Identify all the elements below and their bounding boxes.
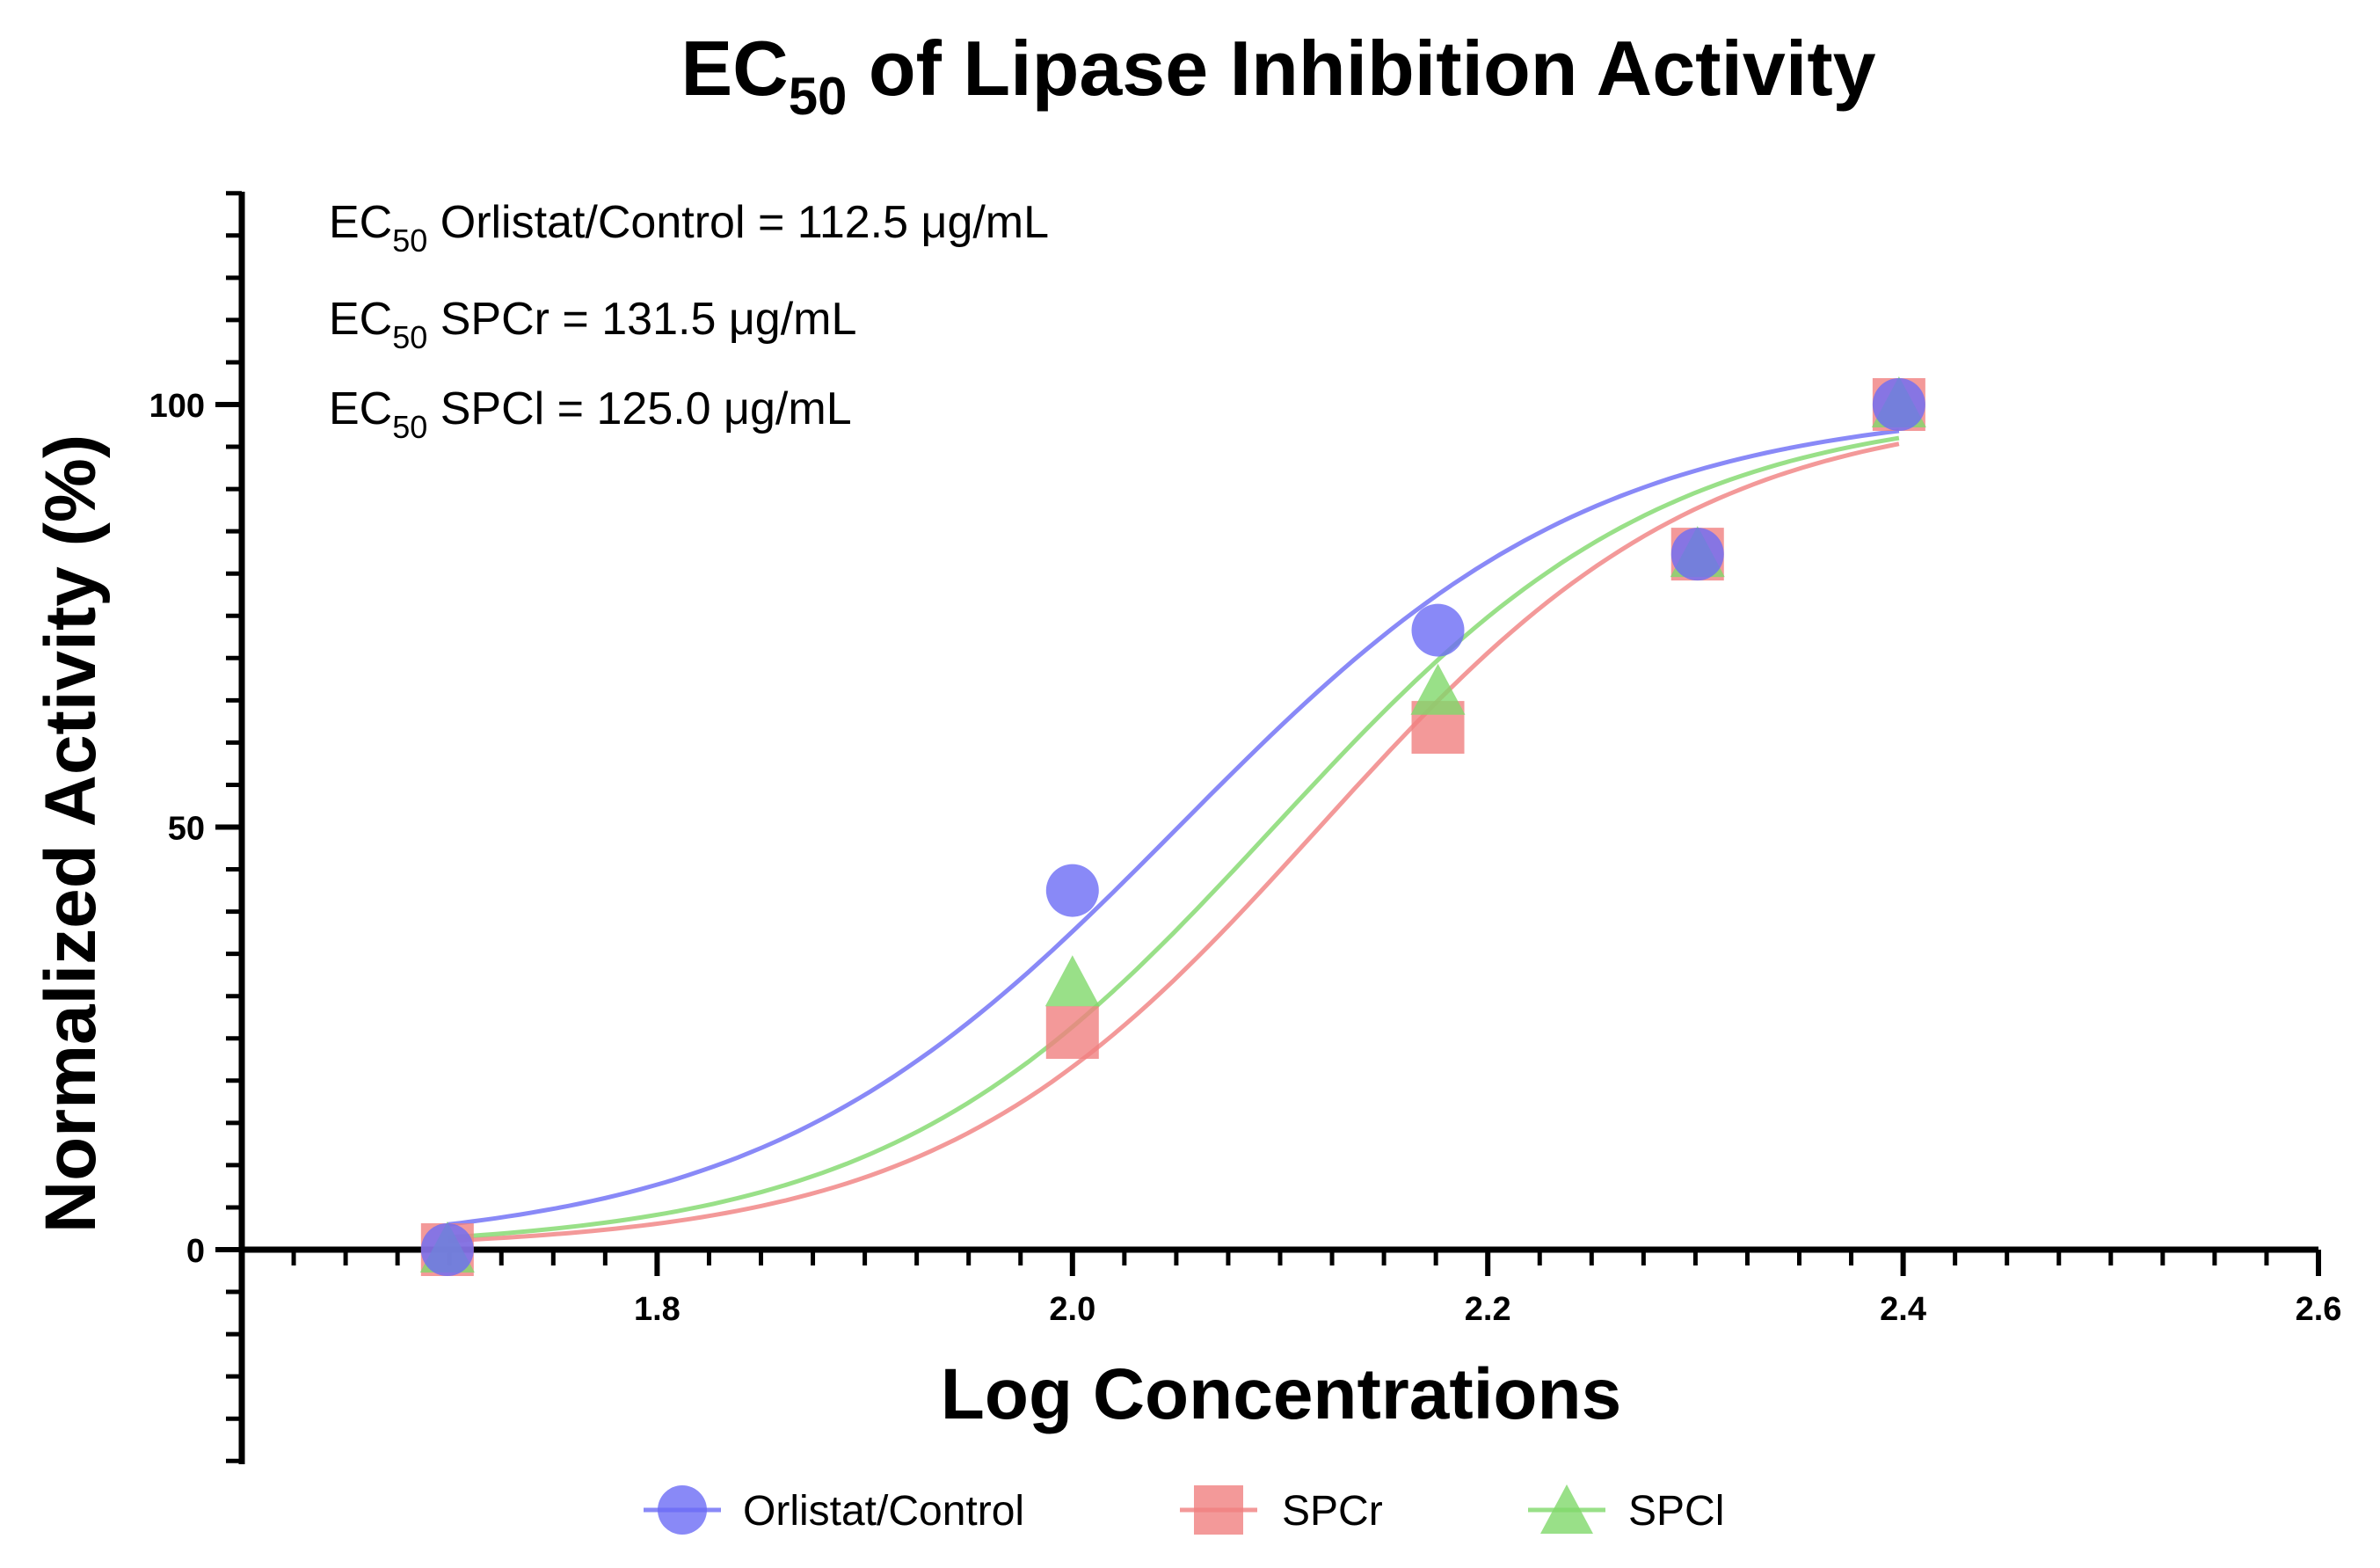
data-point-spcr bbox=[1045, 1006, 1099, 1060]
axis-ticks: 1.8 2.0 2.2 2.4 2.6 0 50 100 bbox=[149, 191, 2342, 1463]
annotation-spcr-prefix: EC bbox=[329, 294, 392, 345]
data-point-orlistat-control bbox=[1045, 864, 1099, 917]
chart-title-prefix: EC bbox=[681, 25, 788, 112]
chart-title-subscript: 50 bbox=[789, 67, 848, 126]
annotation-orlistat: EC50 Orlistat/Control = 112.5 μg/mL bbox=[329, 197, 1049, 259]
annotation-spcr-text: SPCr = 131.5 μg/mL bbox=[427, 294, 856, 345]
legend-item-spcl: SPCl bbox=[1528, 1484, 1724, 1535]
x-tick-label: 2.0 bbox=[1049, 1291, 1095, 1328]
fit-curve-orlistat-control bbox=[447, 428, 1900, 1227]
x-tick-label: 2.2 bbox=[1465, 1291, 1511, 1328]
legend-marker-spcr bbox=[1194, 1485, 1243, 1535]
legend: Orlistat/Control SPCr SPCl bbox=[644, 1484, 1724, 1535]
data-point-orlistat-control bbox=[1872, 378, 1925, 431]
annotation-spcr-subscript: 50 bbox=[392, 319, 427, 355]
data-point-orlistat-control bbox=[1411, 603, 1465, 657]
x-axis-label: Log Concentrations bbox=[941, 1354, 1621, 1434]
chart-title: EC50 of Lipase Inhibition Activity bbox=[681, 25, 1875, 126]
y-axis-label: Normalized Activity (%) bbox=[31, 434, 111, 1233]
data-point-orlistat-control bbox=[420, 1223, 474, 1276]
chart-title-rest: of Lipase Inhibition Activity bbox=[847, 25, 1875, 112]
y-tick-label: 100 bbox=[149, 388, 205, 425]
legend-marker-orlistat bbox=[658, 1485, 707, 1535]
ec50-annotations: EC50 Orlistat/Control = 112.5 μg/mL EC50… bbox=[329, 197, 1049, 445]
x-tick-label: 2.6 bbox=[2296, 1291, 2342, 1328]
annotation-spcr: EC50 SPCr = 131.5 μg/mL bbox=[329, 294, 856, 355]
annotation-orlistat-text: Orlistat/Control = 112.5 μg/mL bbox=[427, 197, 1049, 248]
fit-curves bbox=[447, 428, 1900, 1243]
y-tick-label: 50 bbox=[168, 811, 205, 848]
annotation-orlistat-prefix: EC bbox=[329, 197, 392, 248]
data-points bbox=[419, 376, 1926, 1276]
legend-label-spcr: SPCr bbox=[1282, 1488, 1383, 1535]
legend-marker-spcl bbox=[1540, 1484, 1593, 1534]
fit-curve-spcr bbox=[447, 441, 1900, 1243]
data-point-spcl bbox=[1410, 663, 1466, 715]
annotation-spcl-prefix: EC bbox=[329, 383, 392, 434]
annotation-orlistat-subscript: 50 bbox=[392, 222, 427, 259]
y-tick-label: 0 bbox=[186, 1233, 205, 1270]
legend-label-orlistat: Orlistat/Control bbox=[743, 1488, 1024, 1535]
data-point-orlistat-control bbox=[1670, 528, 1724, 581]
legend-item-orlistat: Orlistat/Control bbox=[644, 1485, 1024, 1535]
annotation-spcl-text: SPCl = 125.0 μg/mL bbox=[427, 383, 851, 434]
fit-curve-spcl bbox=[447, 435, 1900, 1240]
legend-item-spcr: SPCr bbox=[1180, 1485, 1383, 1535]
x-tick-label: 2.4 bbox=[1880, 1291, 1926, 1328]
x-tick-label: 1.8 bbox=[634, 1291, 681, 1328]
annotation-spcl-subscript: 50 bbox=[392, 409, 427, 445]
annotation-spcl: EC50 SPCl = 125.0 μg/mL bbox=[329, 383, 852, 445]
data-point-spcl bbox=[1044, 955, 1100, 1007]
legend-label-spcl: SPCl bbox=[1628, 1488, 1724, 1535]
